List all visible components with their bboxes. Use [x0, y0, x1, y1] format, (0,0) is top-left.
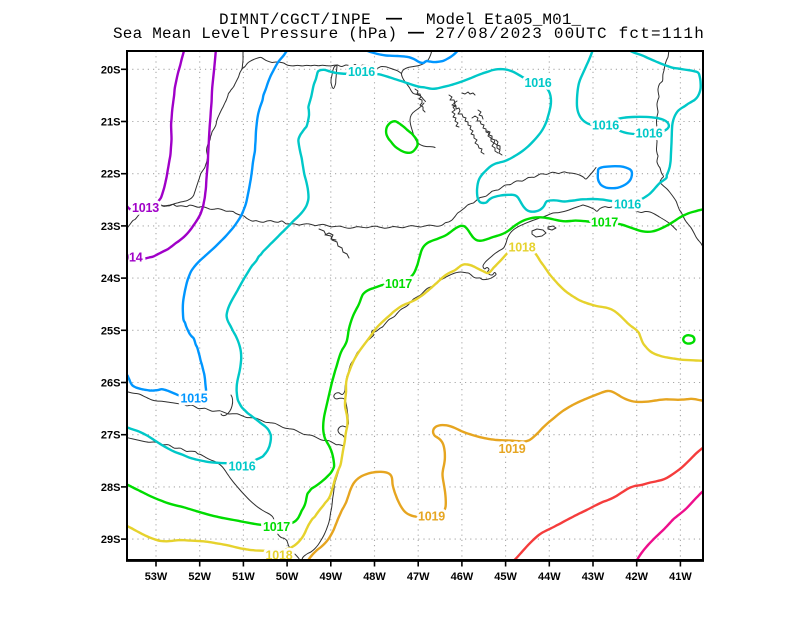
svg-text:27S: 27S [101, 430, 121, 442]
svg-text:24S: 24S [101, 273, 121, 285]
svg-text:Sea Mean Level Pressure (hPa): Sea Mean Level Pressure (hPa) [113, 25, 397, 43]
svg-text:Model Eta05_M01_: Model Eta05_M01_ [426, 11, 582, 29]
svg-text:26S: 26S [101, 378, 121, 390]
svg-text:45W: 45W [494, 571, 517, 583]
svg-text:23S: 23S [101, 221, 121, 233]
svg-text:1017: 1017 [263, 520, 290, 534]
svg-text:1016: 1016 [524, 76, 551, 90]
svg-text:1018: 1018 [508, 241, 535, 255]
svg-text:47W: 47W [407, 571, 430, 583]
svg-text:52W: 52W [188, 571, 211, 583]
svg-text:1013: 1013 [132, 201, 159, 215]
svg-text:27/08/2023 00UTC fct=111h: 27/08/2023 00UTC fct=111h [435, 25, 705, 43]
svg-text:1018: 1018 [265, 549, 292, 563]
svg-text:22S: 22S [101, 169, 121, 181]
svg-text:1017: 1017 [385, 277, 412, 291]
svg-text:1016: 1016 [228, 460, 255, 474]
svg-text:46W: 46W [451, 571, 474, 583]
svg-text:21S: 21S [101, 117, 121, 129]
svg-text:1019: 1019 [498, 442, 525, 456]
svg-text:29S: 29S [101, 534, 121, 546]
svg-text:25S: 25S [101, 325, 121, 337]
svg-text:49W: 49W [319, 571, 342, 583]
svg-text:41W: 41W [669, 571, 692, 583]
svg-text:1017: 1017 [591, 216, 618, 230]
svg-text:1015: 1015 [180, 392, 207, 406]
svg-text:1019: 1019 [418, 510, 445, 524]
svg-text:DIMNT/CGCT/INPE: DIMNT/CGCT/INPE [219, 11, 371, 29]
svg-text:44W: 44W [538, 571, 561, 583]
svg-text:43W: 43W [582, 571, 605, 583]
svg-text:1014: 1014 [115, 251, 142, 265]
svg-text:53W: 53W [145, 571, 168, 583]
svg-text:1016: 1016 [348, 65, 375, 79]
svg-text:50W: 50W [276, 571, 299, 583]
svg-text:51W: 51W [232, 571, 255, 583]
svg-text:48W: 48W [363, 571, 386, 583]
svg-text:28S: 28S [101, 482, 121, 494]
svg-text:1016: 1016 [635, 127, 662, 141]
svg-text:1016: 1016 [614, 198, 641, 212]
svg-text:20S: 20S [101, 64, 121, 76]
svg-text:42W: 42W [625, 571, 648, 583]
svg-text:1016: 1016 [592, 119, 619, 133]
